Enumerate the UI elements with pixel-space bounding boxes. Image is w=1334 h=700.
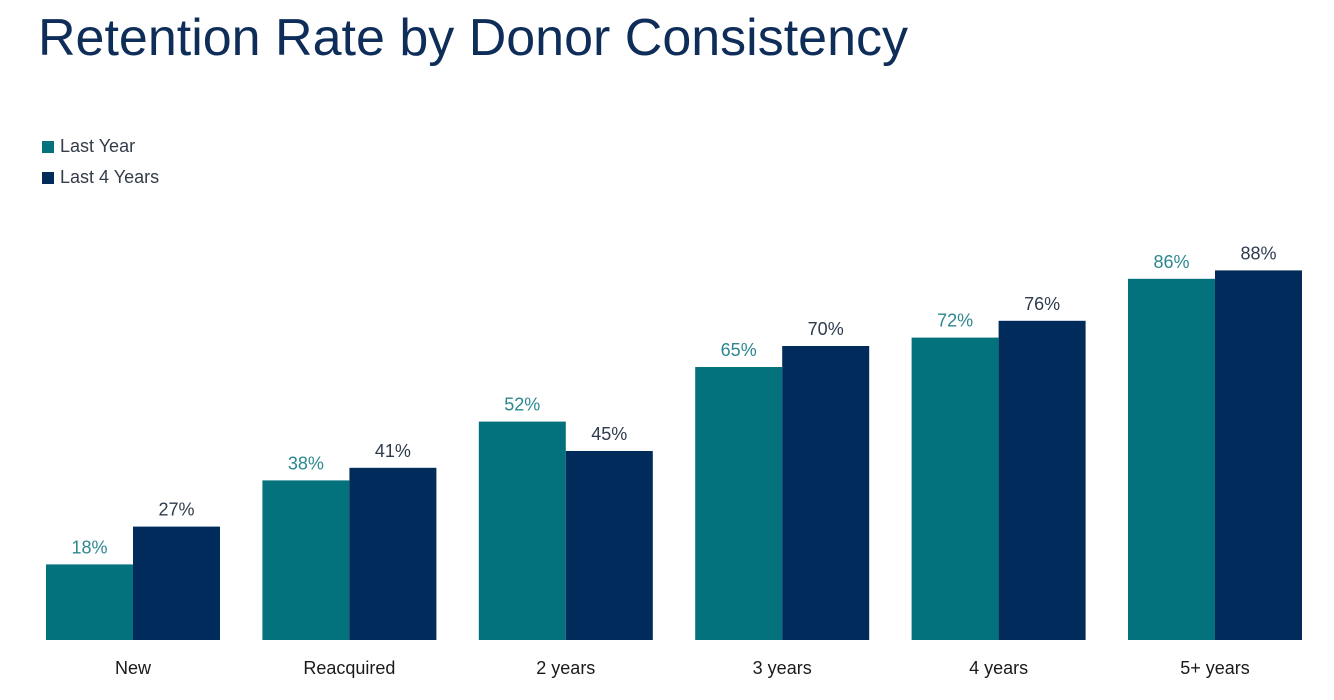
bar-3-years-last-year [695, 367, 783, 640]
bar-5-years-last-4-years [1215, 270, 1302, 640]
x-tick-label-4-years: 4 years [969, 658, 1028, 678]
data-label-4-years-last-4-years: 76% [1024, 294, 1060, 314]
bar-4-years-last-year [911, 337, 999, 640]
x-tick-label-reacquired: Reacquired [303, 658, 395, 678]
legend-label-last-year: Last Year [60, 136, 136, 156]
data-label-5-years-last-4-years: 88% [1240, 243, 1276, 263]
bar-new-last-year [46, 564, 133, 640]
x-tick-label-new: New [115, 658, 152, 678]
bar-2-years-last-4-years [565, 451, 653, 640]
data-label-3-years-last-4-years: 70% [808, 319, 844, 339]
bars-group: 18% 27% New 38% 41% Reacquired 52% 45% 2 years 65… [46, 243, 1302, 678]
data-label-reacquired-last-year: 38% [288, 453, 324, 473]
data-label-5-years-last-year: 86% [1153, 252, 1189, 272]
bar-new-last-4-years [133, 526, 220, 640]
legend: Last Year Last 4 Years [42, 131, 159, 193]
chart-title: Retention Rate by Donor Consistency [38, 9, 909, 67]
x-tick-label-3-years: 3 years [753, 658, 812, 678]
data-label-new-last-year: 18% [71, 537, 107, 557]
legend-label-last-4-years: Last 4 Years [60, 167, 160, 187]
data-label-reacquired-last-4-years: 41% [375, 441, 411, 461]
bar-reacquired-last-4-years [349, 467, 437, 640]
bar-3-years-last-4-years [782, 346, 870, 640]
x-tick-label-2-years: 2 years [536, 658, 595, 678]
legend-swatch-last-4-years [42, 171, 54, 184]
x-tick-label-5-years: 5+ years [1180, 658, 1250, 678]
data-label-2-years-last-4-years: 45% [591, 424, 627, 444]
legend-item-last-year: Last Year [42, 131, 159, 162]
legend-swatch-last-year [42, 140, 54, 153]
data-label-2-years-last-year: 52% [504, 395, 540, 415]
bar-2-years-last-year [478, 421, 566, 640]
legend-item-last-4-years: Last 4 Years [42, 162, 159, 193]
data-label-4-years-last-year: 72% [937, 311, 973, 331]
data-label-new-last-4-years: 27% [158, 500, 194, 520]
data-label-3-years-last-year: 65% [721, 340, 757, 360]
bar-reacquired-last-year [262, 480, 350, 640]
bar-4-years-last-4-years [998, 320, 1086, 640]
bar-5-years-last-year [1128, 278, 1215, 640]
